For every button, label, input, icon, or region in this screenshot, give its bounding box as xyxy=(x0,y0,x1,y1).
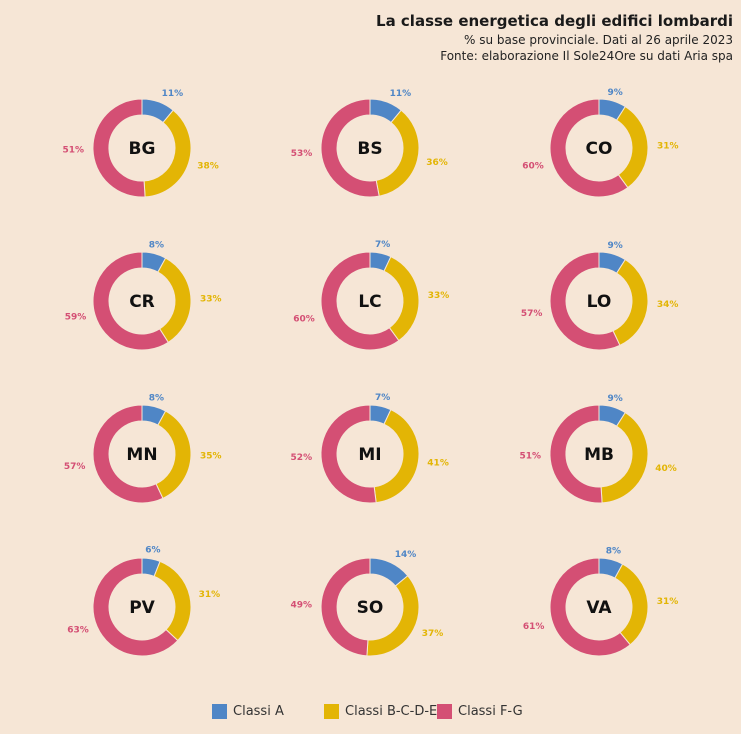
donut-bg-label-classi-fg: 51% xyxy=(62,145,84,155)
donut-mi-name: MI xyxy=(358,445,381,465)
donut-mi-slice-classi-fg xyxy=(320,404,377,504)
donut-mi-label-classi-fg: 52% xyxy=(291,453,313,463)
donut-lo-slice-classi-fg xyxy=(549,251,621,351)
donut-va-slice-classi-fg xyxy=(549,557,631,657)
donut-lo: 9% 34% 57% LO xyxy=(521,241,679,351)
donut-lc-slice-classi-fg xyxy=(320,251,400,351)
donut-co-slice-classi-bcde xyxy=(615,105,649,189)
donut-pv-slice-classi-bcde xyxy=(153,560,192,642)
legend-label-classi-a: Classi A xyxy=(233,704,284,719)
donut-cr-label-classi-a: 8% xyxy=(149,240,164,250)
donut-pv-slice-classi-fg xyxy=(92,557,179,657)
donut-lc-label-classi-a: 7% xyxy=(375,240,390,250)
donut-co-slice-classi-fg xyxy=(549,98,629,198)
chart-header: La classe energetica degli edifici lomba… xyxy=(376,10,733,64)
donut-mi: 7% 41% 52% MI xyxy=(291,393,449,504)
donut-mn-slice-classi-fg xyxy=(92,404,164,504)
donut-cr-label-classi-fg: 59% xyxy=(65,313,87,323)
legend-swatch-classi-bcde xyxy=(324,704,339,719)
donut-co-label-classi-fg: 60% xyxy=(522,161,544,171)
donut-mn-label-classi-bcde: 35% xyxy=(200,451,222,461)
donut-bs-slice-classi-fg xyxy=(320,98,380,198)
donut-bs-name: BS xyxy=(357,139,382,159)
donut-pv-label-classi-fg: 63% xyxy=(67,626,89,636)
donut-co: 9% 31% 60% CO xyxy=(522,88,679,198)
donut-cr-label-classi-bcde: 33% xyxy=(200,295,222,305)
donut-pv-label-classi-bcde: 31% xyxy=(199,590,221,600)
donut-so-label-classi-bcde: 37% xyxy=(422,629,444,639)
donut-lo-slice-classi-bcde xyxy=(612,258,649,347)
donut-lo-label-classi-bcde: 34% xyxy=(657,300,679,310)
chart-title: La classe energetica degli edifici lomba… xyxy=(376,12,733,30)
donut-lc-name: LC xyxy=(358,292,381,312)
donut-lo-label-classi-a: 9% xyxy=(608,241,623,251)
chart-legend: Classi A Classi B-C-D-E Classi F-G xyxy=(0,704,741,720)
donut-mb-name: MB xyxy=(584,445,614,465)
donut-so-label-classi-fg: 49% xyxy=(290,601,312,611)
donut-so-name: SO xyxy=(357,598,384,618)
donut-bs: 11% 36% 53% BS xyxy=(291,89,448,198)
donut-cr-name: CR xyxy=(129,292,155,312)
donut-so-label-classi-a: 14% xyxy=(395,550,417,560)
donut-co-name: CO xyxy=(586,139,613,159)
legend-label-classi-bcde: Classi B-C-D-E xyxy=(345,704,438,719)
donut-lc: 7% 33% 60% LC xyxy=(293,240,450,351)
chart-subtitle: % su base provinciale. Dati al 26 aprile… xyxy=(464,33,733,47)
donut-mn-label-classi-a: 8% xyxy=(149,393,164,403)
donut-va-label-classi-a: 8% xyxy=(606,546,621,556)
donut-cr-slice-classi-bcde xyxy=(157,257,192,344)
donut-so: 14% 37% 49% SO xyxy=(290,550,444,657)
donut-bg: 11% 38% 51% BG xyxy=(62,89,219,198)
legend-item-classi-bcde: Classi B-C-D-E xyxy=(324,704,437,719)
donut-mn: 8% 35% 57% MN xyxy=(64,393,222,504)
donut-co-label-classi-bcde: 31% xyxy=(657,142,679,152)
donut-bg-label-classi-bcde: 38% xyxy=(197,161,219,171)
donut-mi-label-classi-bcde: 41% xyxy=(427,459,449,469)
donut-cr-slice-classi-fg xyxy=(92,251,169,351)
donut-mn-name: MN xyxy=(126,445,157,465)
donut-lo-name: LO xyxy=(587,292,612,312)
donut-mb-label-classi-fg: 51% xyxy=(519,451,541,461)
donut-va: 8% 31% 61% VA xyxy=(523,546,679,657)
donut-lc-label-classi-bcde: 33% xyxy=(428,291,450,301)
donut-va-label-classi-fg: 61% xyxy=(523,622,545,632)
donut-bg-label-classi-a: 11% xyxy=(162,89,184,99)
donut-mb-label-classi-bcde: 40% xyxy=(655,464,677,474)
legend-swatch-classi-a xyxy=(212,704,227,719)
donut-bg-slice-classi-fg xyxy=(92,98,146,198)
donut-lo-label-classi-fg: 57% xyxy=(521,309,543,319)
donut-bs-label-classi-a: 11% xyxy=(390,89,412,99)
donut-mn-slice-classi-bcde xyxy=(155,410,192,500)
donut-bs-label-classi-fg: 53% xyxy=(291,149,313,159)
donut-mn-label-classi-fg: 57% xyxy=(64,462,86,472)
donut-va-name: VA xyxy=(586,598,612,618)
donut-so-slice-classi-fg xyxy=(320,557,371,657)
donut-pv-label-classi-a: 6% xyxy=(145,546,160,556)
legend-label-classi-fg: Classi F-G xyxy=(458,704,523,719)
donut-mi-label-classi-a: 7% xyxy=(375,393,390,403)
donut-co-label-classi-a: 9% xyxy=(608,88,623,98)
donut-bs-label-classi-bcde: 36% xyxy=(426,158,448,168)
donut-mb-label-classi-a: 9% xyxy=(608,394,623,404)
donut-pv-name: PV xyxy=(129,598,155,618)
legend-swatch-classi-fg xyxy=(437,704,452,719)
donut-bg-name: BG xyxy=(129,139,156,159)
donut-va-label-classi-bcde: 31% xyxy=(657,597,679,607)
donut-pv: 6% 31% 63% PV xyxy=(67,546,221,657)
donut-lc-label-classi-fg: 60% xyxy=(293,314,315,324)
chart-source: Fonte: elaborazione Il Sole24Ore su dati… xyxy=(440,49,733,63)
donut-mb: 9% 40% 51% MB xyxy=(519,394,677,504)
donut-mb-slice-classi-fg xyxy=(549,404,603,504)
legend-item-classi-fg: Classi F-G xyxy=(437,704,523,719)
donut-cr: 8% 33% 59% CR xyxy=(65,240,222,351)
legend-item-classi-a: Classi A xyxy=(212,704,284,719)
